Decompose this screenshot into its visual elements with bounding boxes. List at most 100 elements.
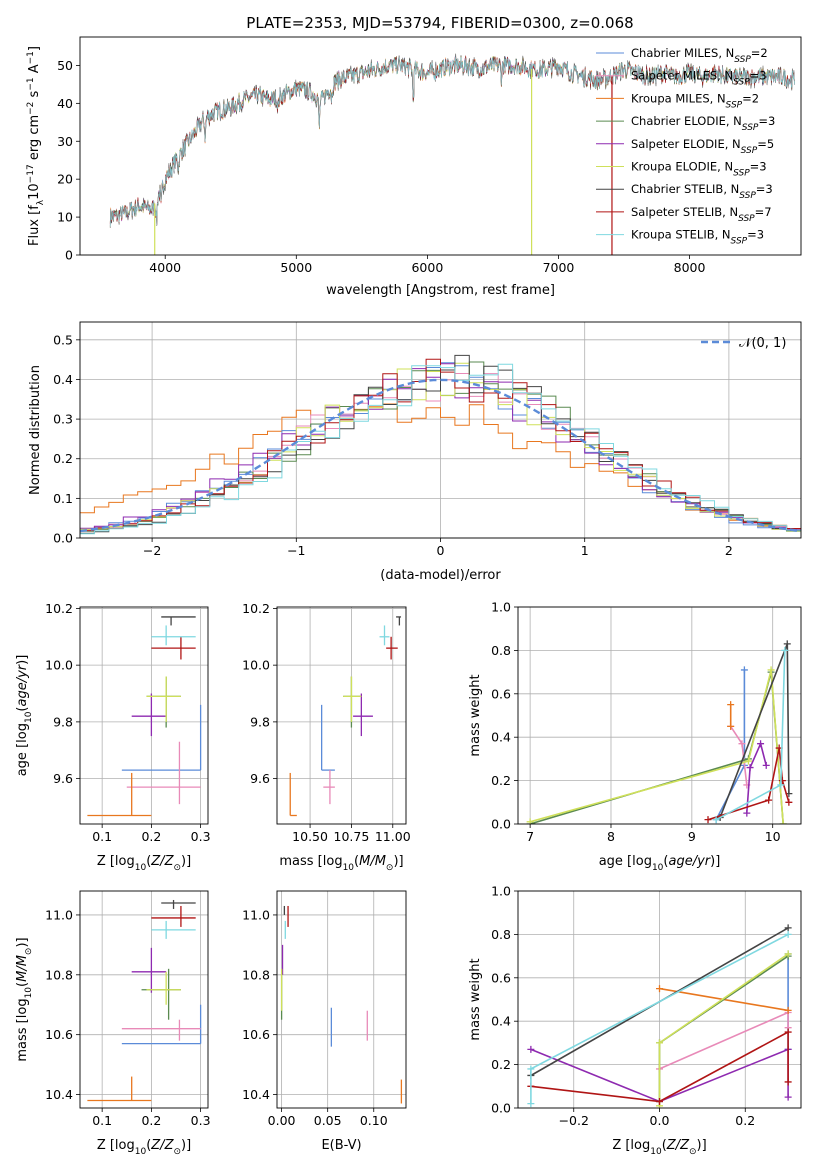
label-part: =7 [755,205,772,219]
label-part: =3 [747,228,764,242]
label-part: =3 [750,69,767,83]
x-tick-label: 0.3 [191,829,211,844]
weight-marker [527,1100,535,1108]
label-part: 10 [24,987,34,999]
panel-weight-vs-Z: −0.2 0.0 0.2 0.0 0.2 0.4 0.6 0.8 1.0 mass weight Z… [468,884,802,1157]
x-tick-label: −1 [287,543,305,558]
weight-marker [712,816,720,824]
y-tick-label: 0.3 [53,412,73,427]
weight-marker [762,761,770,769]
axes-frame [79,321,802,539]
label-part: Salpeter STELIB, N [631,205,738,219]
label-part: −1 [26,77,36,90]
label-part: mass [log [279,854,342,869]
label-part: 10 [27,183,42,200]
x-tick-label: 0.1 [92,1113,112,1128]
x-tick-label: 0.2 [141,1113,161,1128]
x-axis-label: mass [log10(M/M⊙)] [279,854,403,873]
weight-marker [740,666,748,674]
label-part: 10 [135,863,147,873]
label-part: ( [663,854,668,869]
y-tick-label: 0.0 [491,817,511,832]
y-tick-label: 11.0 [242,907,270,922]
label-part: Kroupa MILES, N [631,91,726,105]
legend-label: Chabrier STELIB, NSSP=3 [631,182,773,201]
weight-marker [743,809,751,817]
label-part: Z/Z [666,1138,690,1153]
weight-series-line [746,741,767,814]
label-part: 10 [24,711,34,723]
y-tick-label: 0.1 [53,491,73,506]
label-part: Salpeter ELODIE, N [631,137,741,151]
label-part: SSP [739,191,756,201]
x-tick-label: 11.00 [375,829,411,844]
label-part: Z [log [612,1138,650,1153]
panel-spectrum: 4000 5000 6000 7000 8000 0 10 20 30 40 50 Chabrier … [26,36,802,298]
panel-mass-vs-Z: 0.1 0.2 0.310.410.610.811.0Z [log10(Z/Z⊙)]… [15,890,211,1157]
axes-frame [276,890,407,1109]
label-part: s [27,90,42,101]
x-tick-label: −2 [143,543,161,558]
label-part: =5 [757,137,774,151]
label-part: −2 [26,102,36,115]
label-part: ( [662,1138,667,1153]
weight-marker [738,740,746,748]
x-tick-label: 10.75 [334,829,370,844]
x-tick-label: 6000 [411,260,443,275]
label-part: Chabrier MILES, N [631,46,734,60]
weight-marker [526,818,534,824]
x-axis-label: E(B-V) [321,1138,361,1153]
x-tick-label: 0.00 [268,1113,296,1128]
y-axis-label: Flux [fλ10−17 erg cm−2 s−1 A−1] [26,46,46,246]
weight-marker [744,757,752,765]
panel-age-vs-mass: 10.50 10.75 11.00 9.6 9.8 10.0 10.2 mass [log10… [242,601,411,873]
weight-series-line [530,1030,789,1103]
x-axis-label: wavelength [Angstrom, rest frame] [326,283,555,298]
panel-residuals: −2 −1 0 1 2 0.0 0.1 0.2 0.3 0.4 0.5 𝒩(0, 1) (data-mo… [28,321,802,583]
weight-marker [765,796,773,804]
weight-series-line [719,643,790,818]
axes-frame [79,606,209,825]
y-tick-label: 10 [57,210,73,225]
x-tick-label: 0.2 [141,829,161,844]
weight-marker [727,722,735,730]
weight-marker [727,701,735,709]
y-tick-label: 50 [57,58,73,73]
y-tick-label: 0.2 [491,1057,511,1072]
y-tick-label: 0.2 [491,773,511,788]
legend-label: Salpeter ELODIE, NSSP=5 [631,137,774,156]
weight-marker [527,1045,535,1053]
axes-frame [517,890,802,1109]
panel-age-vs-Z: 0.1 0.2 0.39.69.810.010.2Z [log10(Z/Z⊙)]ag… [15,601,211,873]
label-part: ( [354,854,359,869]
weight-marker [784,1028,792,1036]
y-tick-label: 1.0 [491,600,511,615]
weight-marker [656,1039,663,1047]
spectrum-lines [109,53,795,255]
gaussian-curve [80,378,801,533]
label-part: 10 [135,1147,147,1157]
errorbar-group [87,616,202,817]
y-tick-label: 9.6 [250,771,270,786]
errorbar-group [289,616,402,817]
y-tick-label: 10.2 [242,601,270,616]
label-part: Kroupa ELODIE, N [631,160,733,174]
y-tick-label: 0.5 [53,332,73,347]
weight-marker [746,764,754,772]
x-tick-label: 0.2 [735,1113,755,1128]
label-part: SSP [731,237,748,247]
label-part: ⊙ [689,1147,697,1157]
y-axis-label: mass weight [468,958,483,1040]
label-part: Kroupa STELIB, N [631,228,731,242]
weight-marker [767,666,775,674]
x-tick-label: 9 [688,829,696,844]
y-tick-label: 11.0 [45,907,73,922]
y-tick-label: 1.0 [491,884,511,899]
weight-lines [526,640,793,824]
label-part: −1 [26,51,36,64]
x-axis-label: (data-model)/error [380,568,501,583]
label-part: =2 [742,91,759,105]
label-part: ⊙ [24,948,34,956]
label-part: ⊙ [173,1147,181,1157]
figure-title: PLATE=2353, MJD=53794, FIBERID=0300, z=0… [246,14,633,32]
